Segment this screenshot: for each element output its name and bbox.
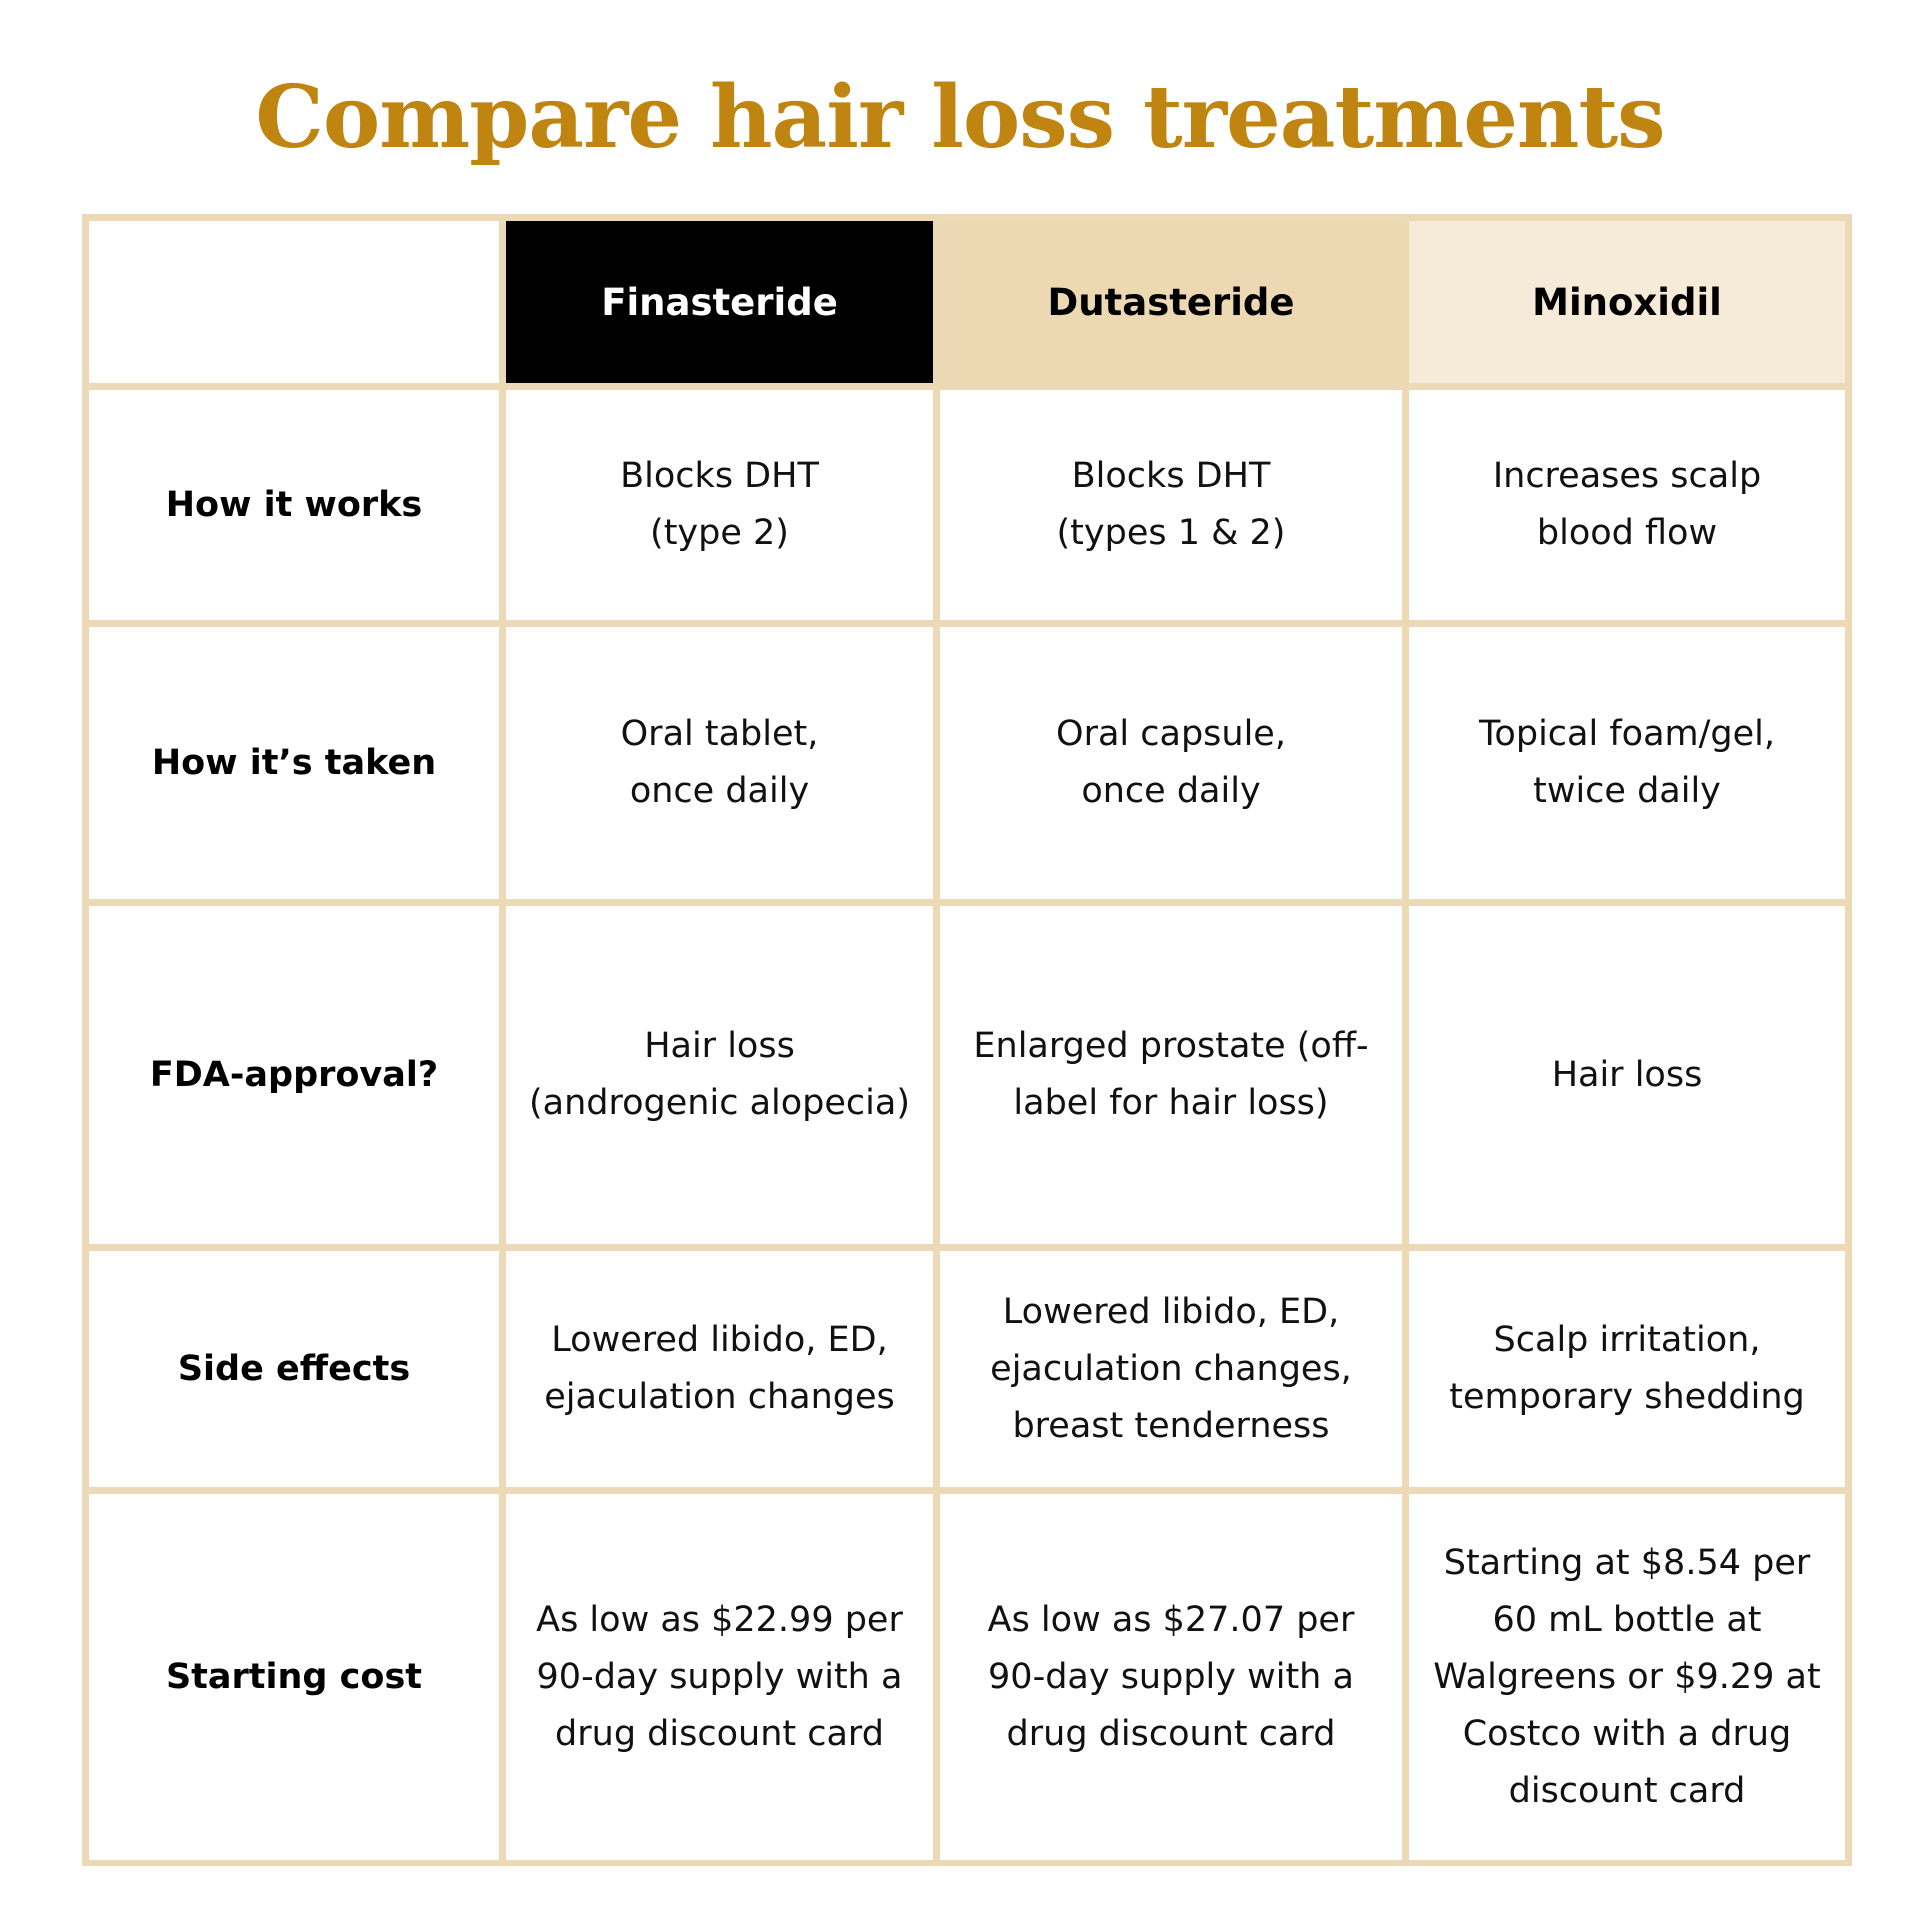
comparison-table: Finasteride Dutasteride Minoxidil How it… bbox=[82, 214, 1852, 1866]
cell-finasteride-how-its-taken: Oral tablet, once daily bbox=[506, 627, 933, 899]
row-label-starting-cost: Starting cost bbox=[89, 1494, 499, 1860]
cell-minoxidil-fda-approval: Hair loss bbox=[1409, 906, 1845, 1244]
cell-dutasteride-starting-cost: As low as $27.07 per 90-day supply with a… bbox=[940, 1494, 1402, 1860]
page-title: Compare hair loss treatments bbox=[255, 67, 1665, 168]
cell-finasteride-how-it-works: Blocks DHT (type 2) bbox=[506, 390, 933, 620]
row-label-fda-approval: FDA-approval? bbox=[89, 906, 499, 1244]
cell-dutasteride-fda-approval: Enlarged prostate (off-label for hair lo… bbox=[940, 906, 1402, 1244]
header-corner-cell bbox=[89, 221, 499, 383]
cell-minoxidil-starting-cost: Starting at $8.54 per 60 mL bottle at Walg… bbox=[1409, 1494, 1845, 1860]
cell-finasteride-side-effects: Lowered libido, ED, ejaculation changes bbox=[506, 1251, 933, 1487]
column-header-finasteride: Finasteride bbox=[506, 221, 933, 383]
row-label-how-it-works: How it works bbox=[89, 390, 499, 620]
column-header-minoxidil: Minoxidil bbox=[1409, 221, 1845, 383]
cell-minoxidil-side-effects: Scalp irritation, temporary shedding bbox=[1409, 1251, 1845, 1487]
cell-dutasteride-how-its-taken: Oral capsule, once daily bbox=[940, 627, 1402, 899]
cell-dutasteride-how-it-works: Blocks DHT (types 1 & 2) bbox=[940, 390, 1402, 620]
cell-minoxidil-how-its-taken: Topical foam/gel, twice daily bbox=[1409, 627, 1845, 899]
cell-dutasteride-side-effects: Lowered libido, ED, ejaculation changes, b… bbox=[940, 1251, 1402, 1487]
cell-minoxidil-how-it-works: Increases scalp blood flow bbox=[1409, 390, 1845, 620]
column-header-dutasteride: Dutasteride bbox=[940, 221, 1402, 383]
cell-finasteride-starting-cost: As low as $22.99 per 90-day supply with a… bbox=[506, 1494, 933, 1860]
row-label-how-its-taken: How it’s taken bbox=[89, 627, 499, 899]
row-label-side-effects: Side effects bbox=[89, 1251, 499, 1487]
cell-finasteride-fda-approval: Hair loss (androgenic alopecia) bbox=[506, 906, 933, 1244]
